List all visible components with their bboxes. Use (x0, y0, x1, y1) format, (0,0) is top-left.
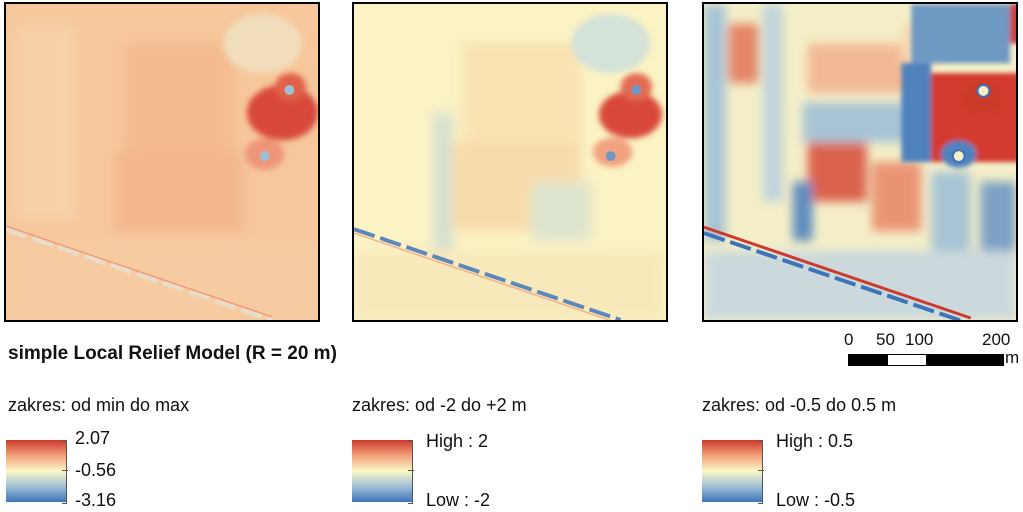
ramp-axis-2 (408, 440, 413, 504)
figure-title: simple Local Relief Model (R = 20 m) (8, 343, 337, 364)
ramp-axis-3 (758, 440, 763, 504)
color-ramp-1 (6, 440, 66, 502)
legend-mid-label-1: -0.56 (75, 460, 117, 480)
legend-top-label-1: 2.07 (75, 428, 111, 448)
scale-unit: m (1005, 348, 1020, 367)
scale-tick-label: 100 (905, 330, 934, 349)
ramp-tick (758, 470, 764, 471)
legend-bottom-label-1: -3.16 (75, 490, 117, 510)
relief-raster-min-max (6, 4, 318, 320)
ramp-axis-1 (62, 440, 67, 504)
scale-segment (887, 355, 926, 365)
scale-bar-segments (848, 354, 1004, 366)
legend-caption-1: zakres: od min do max (8, 395, 190, 415)
relief-raster-minus2-plus2 (354, 4, 666, 320)
ramp-tick (408, 470, 414, 471)
scale-tick-label: 50 (876, 330, 895, 349)
color-ramp-2 (352, 440, 412, 502)
map-panel-minus05-plus05 (702, 2, 1018, 322)
scale-tick-label: 0 (844, 330, 854, 349)
color-ramp-3 (702, 440, 762, 502)
ramp-tick (62, 470, 68, 471)
legend-top-label-2: High : 2 (426, 431, 489, 451)
map-panel-min-max (4, 2, 320, 322)
scale-segment (926, 355, 1003, 365)
scale-bar: 0 50 100 200 m (840, 330, 1023, 380)
scale-tick-label: 200 (982, 330, 1011, 349)
legend-top-label-3: High : 0.5 (776, 431, 854, 451)
legend-caption-3: zakres: od -0.5 do 0.5 m (702, 395, 897, 415)
legend-bottom-label-3: Low : -0.5 (776, 490, 856, 510)
legend-caption-2: zakres: od -2 do +2 m (352, 395, 527, 415)
relief-raster-minus05-plus05 (704, 4, 1016, 320)
scale-segment (849, 355, 888, 365)
map-panel-minus2-plus2 (352, 2, 668, 322)
legend-bottom-label-2: Low : -2 (426, 490, 491, 510)
